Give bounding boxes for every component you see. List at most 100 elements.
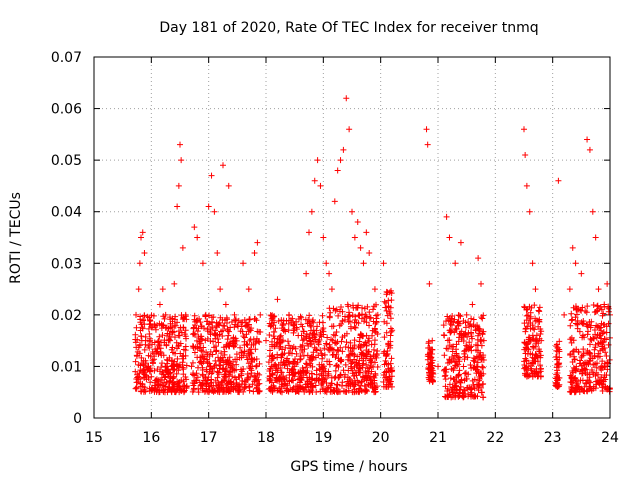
data-point-marker [180, 352, 187, 359]
data-point-marker [177, 386, 184, 393]
data-point-marker [147, 379, 154, 386]
data-point-marker [316, 336, 323, 343]
data-point-marker [444, 337, 451, 344]
data-point-marker [387, 325, 394, 332]
data-point-marker [175, 328, 182, 335]
data-point-marker [230, 386, 237, 393]
data-point-marker [478, 389, 485, 396]
data-point-marker [531, 302, 538, 309]
data-point-marker [480, 364, 487, 371]
data-point-marker [536, 316, 543, 323]
data-point-marker [323, 260, 330, 267]
data-point-marker [453, 358, 460, 365]
data-point-marker [324, 372, 331, 379]
data-point-marker [139, 325, 146, 332]
data-point-marker [388, 383, 395, 390]
data-point-marker [529, 335, 536, 342]
data-point-marker [382, 357, 389, 364]
data-point-marker [307, 360, 314, 367]
data-point-marker [523, 182, 530, 189]
data-point-marker [222, 371, 229, 378]
data-point-marker [247, 346, 254, 353]
data-point-marker [215, 339, 222, 346]
data-point-marker [319, 312, 326, 319]
data-point-marker [199, 380, 206, 387]
data-point-marker [271, 328, 278, 335]
data-point-marker [446, 234, 453, 241]
data-point-marker [537, 362, 544, 369]
data-point-marker [181, 331, 188, 338]
data-point-marker [442, 383, 449, 390]
data-point-marker [310, 349, 317, 356]
data-point-marker [529, 260, 536, 267]
data-point-marker [602, 383, 609, 390]
data-point-marker [209, 387, 216, 394]
data-point-marker [137, 341, 144, 348]
data-point-marker [351, 373, 358, 380]
data-point-marker [478, 354, 485, 361]
data-point-marker [140, 374, 147, 381]
data-point-marker [221, 348, 228, 355]
data-point-marker [220, 162, 226, 169]
data-point-marker [307, 327, 314, 334]
data-point-marker [159, 286, 166, 293]
data-point-marker [326, 358, 333, 365]
data-point-marker [309, 384, 316, 391]
data-point-marker [171, 322, 178, 329]
x-tick-label: 18 [257, 430, 275, 446]
data-point-marker [347, 323, 354, 330]
data-point-marker [465, 345, 472, 352]
data-point-marker [314, 157, 321, 164]
data-point-marker [335, 312, 342, 319]
data-point-marker [253, 384, 260, 391]
data-point-marker [347, 383, 354, 390]
data-point-marker [578, 353, 585, 360]
data-point-marker [238, 380, 245, 387]
data-point-marker [460, 331, 467, 338]
data-point-marker [180, 371, 187, 378]
data-point-marker [132, 358, 139, 365]
data-point-marker [204, 351, 211, 358]
data-point-marker [336, 308, 343, 315]
data-point-marker [554, 384, 561, 391]
data-point-marker [233, 337, 240, 344]
data-point-marker [225, 182, 232, 189]
data-point-marker [353, 359, 360, 366]
data-point-marker [295, 332, 302, 339]
data-point-marker [169, 344, 176, 351]
data-point-marker [216, 319, 223, 326]
data-point-marker [173, 370, 180, 377]
data-point-marker [425, 338, 432, 345]
data-point-marker [372, 329, 379, 336]
data-point-marker [133, 324, 140, 331]
data-point-marker [314, 323, 321, 330]
data-point-marker [367, 376, 374, 383]
data-point-marker [600, 329, 607, 336]
data-point-marker [267, 387, 274, 394]
data-point-marker [228, 381, 235, 388]
data-point-marker [253, 376, 260, 383]
data-point-marker [448, 386, 455, 393]
data-point-marker [371, 341, 378, 348]
data-point-marker [593, 369, 600, 376]
data-point-marker [353, 319, 360, 326]
data-point-marker [246, 337, 253, 344]
data-point-marker [280, 359, 287, 366]
data-point-marker [448, 328, 455, 335]
data-point-marker [191, 312, 198, 319]
data-point-marker [144, 363, 151, 370]
data-point-marker [217, 314, 224, 321]
data-point-marker [316, 319, 323, 326]
data-point-marker [278, 325, 285, 332]
data-point-marker [380, 260, 387, 267]
data-point-marker [472, 326, 479, 333]
data-point-marker [561, 311, 568, 318]
data-point-marker [204, 326, 211, 333]
data-point-marker [522, 326, 529, 333]
data-point-marker [288, 367, 295, 374]
data-point-marker [332, 307, 339, 314]
data-point-marker [247, 373, 254, 380]
data-point-marker [526, 315, 533, 322]
data-point-marker [365, 349, 372, 356]
data-point-marker [430, 370, 437, 377]
